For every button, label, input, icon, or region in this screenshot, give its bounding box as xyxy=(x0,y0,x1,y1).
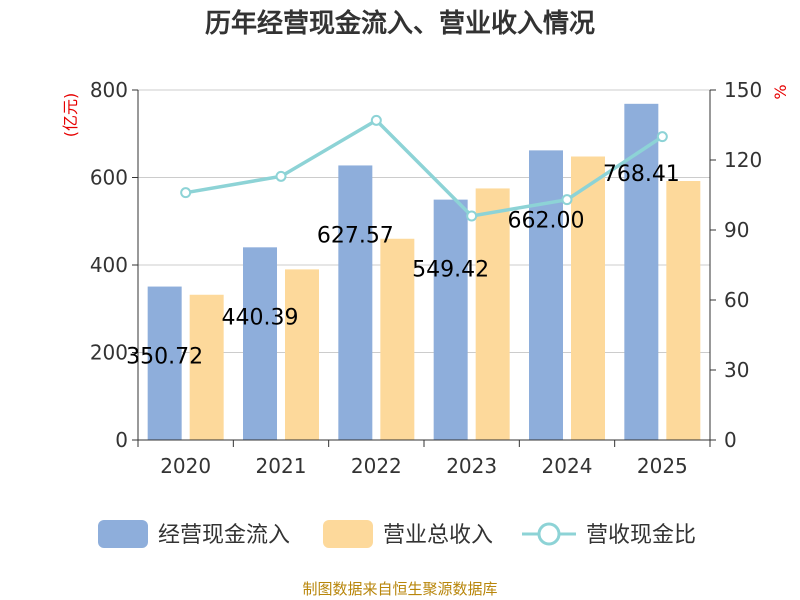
ratio-line-path xyxy=(185,118,664,218)
axes: 0 200 400 600 800 0 30 60 90 120 150 2020 2021 2022 20… xyxy=(90,78,762,478)
right-tick-label: 90 xyxy=(724,218,749,242)
data-label: 350.72 xyxy=(126,345,203,370)
legend: 经营现金流入 营业总收入 营收现金比 xyxy=(98,520,696,548)
bar-cash-inflow xyxy=(433,199,468,440)
data-label: 768.41 xyxy=(603,162,680,187)
ratio-point xyxy=(275,170,287,182)
x-tick-label: 2020 xyxy=(160,454,211,478)
legend-label: 营收现金比 xyxy=(586,523,696,548)
bar-cash-inflow xyxy=(338,165,373,441)
bar-cash-inflow xyxy=(624,103,659,441)
right-tick-label: 60 xyxy=(724,288,749,312)
bar-cash-inflow xyxy=(529,150,563,440)
right-tick-label: 120 xyxy=(724,148,762,172)
ratio-point xyxy=(656,131,668,143)
bar-cash-inflow xyxy=(147,286,182,440)
left-tick-label: 0 xyxy=(115,428,128,452)
legend-swatch xyxy=(98,520,148,548)
x-tick-label: 2021 xyxy=(256,454,307,478)
legend-label: 经营现金流入 xyxy=(158,523,290,548)
ratio-point xyxy=(466,210,478,222)
left-tick-label: 400 xyxy=(90,253,128,277)
data-label: 549.42 xyxy=(412,258,489,283)
ratio-point xyxy=(561,194,573,206)
left-tick-label: 800 xyxy=(90,78,128,102)
bar-cash-inflow xyxy=(243,247,277,440)
bar-revenue xyxy=(666,181,701,440)
ratio-line xyxy=(180,114,668,222)
data-label: 627.57 xyxy=(317,223,394,248)
x-tick-label: 2023 xyxy=(446,454,497,478)
source-note: 制图数据来自恒生聚源数据库 xyxy=(302,580,497,598)
gridlines xyxy=(138,89,710,353)
left-axis-unit: (亿元) xyxy=(61,93,80,138)
right-axis-unit: % xyxy=(771,84,790,99)
x-tick-label: 2025 xyxy=(637,454,688,478)
ratio-point xyxy=(180,187,192,199)
legend-marker xyxy=(537,522,561,546)
left-tick-label: 200 xyxy=(90,341,128,365)
left-tick-label: 600 xyxy=(90,166,128,190)
right-tick-label: 30 xyxy=(724,358,749,382)
bar-revenue xyxy=(380,238,415,440)
bar-revenue xyxy=(189,294,224,440)
legend-swatch xyxy=(323,520,373,548)
data-label: 440.39 xyxy=(222,305,299,330)
right-tick-label: 150 xyxy=(724,78,762,102)
legend-label: 营业总收入 xyxy=(383,523,493,548)
right-tick-label: 0 xyxy=(724,428,737,452)
x-tick-label: 2024 xyxy=(542,454,593,478)
ratio-point xyxy=(370,114,382,126)
bar-revenue xyxy=(285,269,319,440)
x-tick-label: 2022 xyxy=(351,454,402,478)
data-labels: 350.72 440.39 627.57 549.42 662.00 768.41 xyxy=(126,162,680,370)
bars xyxy=(147,103,701,441)
bar-revenue xyxy=(475,188,510,440)
data-label: 662.00 xyxy=(508,208,585,233)
bar-revenue xyxy=(571,156,605,440)
chart-title: 历年经营现金流入、营业收入情况 xyxy=(205,8,595,39)
